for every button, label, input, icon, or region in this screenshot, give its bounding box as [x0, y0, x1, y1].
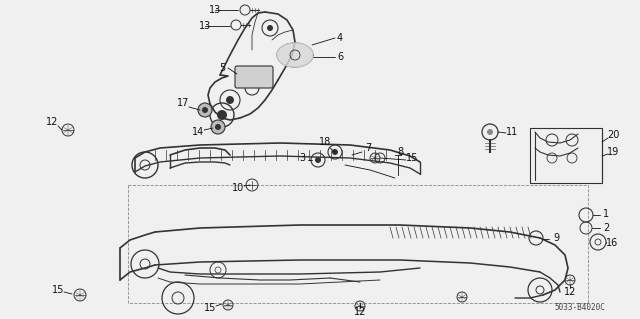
Circle shape [217, 110, 227, 120]
Text: 5033-B4020C: 5033-B4020C [555, 303, 605, 313]
Circle shape [211, 120, 225, 134]
Text: 10: 10 [232, 183, 244, 193]
Text: 1: 1 [603, 209, 609, 219]
Polygon shape [277, 43, 313, 67]
Text: 3: 3 [299, 153, 305, 163]
Text: 17: 17 [177, 98, 189, 108]
Text: 20: 20 [607, 130, 619, 140]
Text: 12: 12 [354, 307, 366, 317]
Text: 12: 12 [564, 287, 576, 297]
Text: 15: 15 [204, 303, 216, 313]
FancyBboxPatch shape [235, 66, 273, 88]
Text: 5: 5 [219, 63, 225, 73]
Circle shape [267, 25, 273, 31]
Circle shape [315, 157, 321, 163]
Text: 19: 19 [607, 147, 619, 157]
Text: 16: 16 [606, 238, 618, 248]
Circle shape [215, 124, 221, 130]
Text: 8: 8 [397, 147, 403, 157]
Circle shape [202, 107, 208, 113]
Text: 18: 18 [319, 137, 331, 147]
Text: 7: 7 [365, 143, 371, 153]
Text: 11: 11 [506, 127, 518, 137]
Text: 13: 13 [209, 5, 221, 15]
Circle shape [226, 96, 234, 104]
Text: 13: 13 [199, 21, 211, 31]
Text: 14: 14 [192, 127, 204, 137]
Circle shape [198, 103, 212, 117]
Circle shape [332, 149, 338, 155]
Text: 15: 15 [406, 153, 418, 163]
Text: 9: 9 [553, 233, 559, 243]
Text: 2: 2 [603, 223, 609, 233]
Text: 12: 12 [46, 117, 58, 127]
Text: 4: 4 [337, 33, 343, 43]
Text: 15: 15 [52, 285, 64, 295]
Circle shape [487, 129, 493, 135]
Text: 6: 6 [337, 52, 343, 62]
